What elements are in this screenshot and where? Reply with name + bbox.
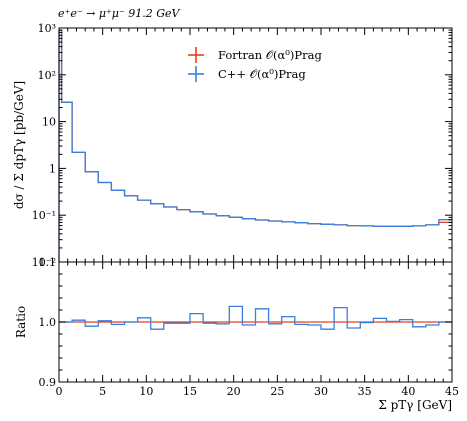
x-tick-label: 20 bbox=[227, 385, 241, 398]
x-tick-label: 25 bbox=[270, 385, 284, 398]
chart-title: e⁺e⁻ → μ⁺μ⁻ 91.2 GeV bbox=[58, 7, 181, 20]
ratio-y-tick-label: 1.1 bbox=[39, 256, 57, 269]
x-tick-label: 35 bbox=[358, 385, 372, 398]
main-plot: 10⁻² 10⁻¹ 1 10 10² 10³ bbox=[32, 22, 453, 269]
ratio-y-tick-label: 1.0 bbox=[39, 316, 57, 329]
main-y-tick-label: 10⁻² bbox=[32, 256, 56, 269]
x-tick-label: 5 bbox=[99, 385, 106, 398]
ratio-plot: 0.9 1.0 1.1 0 5 10 15 20 25 30 35 40 45 bbox=[39, 256, 460, 398]
x-axis-label: Σ pTγ [GeV] bbox=[378, 398, 452, 412]
x-tick-label: 0 bbox=[56, 385, 63, 398]
main-y-axis-label: dσ / Σ dpTγ [pb/GeV] bbox=[12, 81, 26, 209]
ratio-y-axis-label: Ratio bbox=[14, 306, 28, 338]
x-tick-label: 30 bbox=[314, 385, 328, 398]
main-series-line-1 bbox=[59, 29, 452, 227]
x-tick-label: 40 bbox=[401, 385, 415, 398]
x-tick-label: 15 bbox=[183, 385, 197, 398]
main-y-tick-label: 10 bbox=[42, 116, 56, 129]
main-y-tick-label: 1 bbox=[49, 162, 56, 175]
legend: Fortran 𝒪(α⁰)Prag C++ 𝒪(α⁰)Prag bbox=[188, 47, 322, 82]
legend-label: C++ 𝒪(α⁰)Prag bbox=[218, 67, 306, 81]
x-tick-label: 10 bbox=[139, 385, 153, 398]
main-y-tick-label: 10³ bbox=[38, 22, 56, 35]
ratio-y-tick-label: 0.9 bbox=[39, 376, 57, 389]
ratio-series-line-1 bbox=[59, 305, 452, 330]
main-y-tick-label: 10⁻¹ bbox=[32, 209, 56, 222]
legend-label: Fortran 𝒪(α⁰)Prag bbox=[218, 48, 322, 62]
main-y-tick-label: 10² bbox=[38, 69, 56, 82]
x-tick-label: 45 bbox=[445, 385, 459, 398]
